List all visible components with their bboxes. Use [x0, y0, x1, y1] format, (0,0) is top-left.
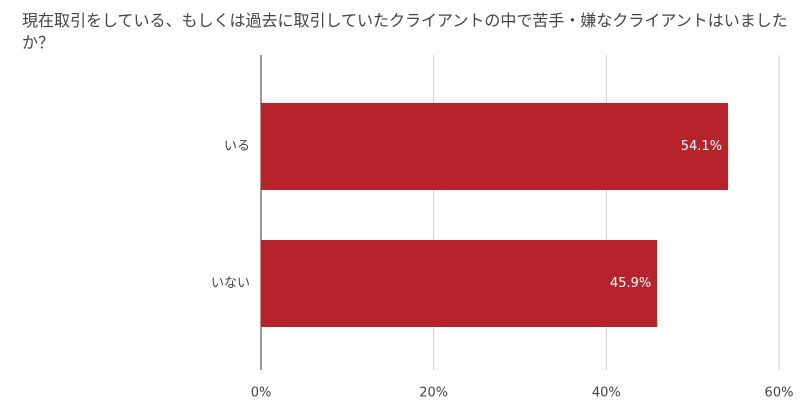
- x-tick-label: 60%: [765, 386, 794, 401]
- bar: [261, 240, 658, 327]
- chart-title: 現在取引をしている、もしくは過去に取引していたクライアントの中で苦手・嫌なクライ…: [22, 11, 788, 52]
- y-tick-label: いる: [224, 139, 250, 154]
- x-tick-label: 40%: [592, 386, 621, 401]
- x-tick-label: 20%: [419, 386, 448, 401]
- x-tick-label: 0%: [251, 386, 272, 401]
- value-label: 45.9%: [610, 276, 651, 291]
- value-label: 54.1%: [681, 139, 722, 154]
- bar: [261, 103, 729, 190]
- y-tick-label: いない: [211, 276, 250, 291]
